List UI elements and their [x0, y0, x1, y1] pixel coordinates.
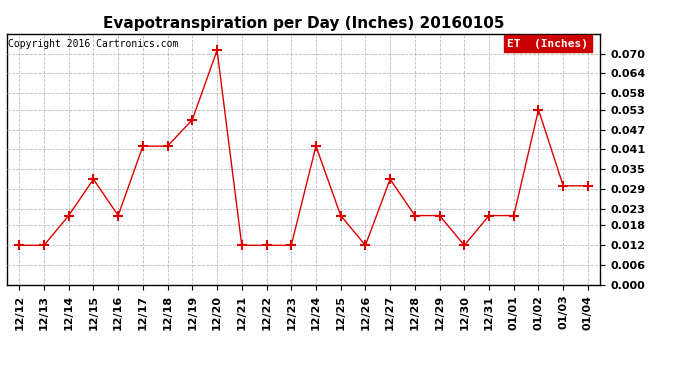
Title: Evapotranspiration per Day (Inches) 20160105: Evapotranspiration per Day (Inches) 2016…: [103, 16, 504, 31]
Text: ET  (Inches): ET (Inches): [507, 39, 589, 49]
Text: Copyright 2016 Cartronics.com: Copyright 2016 Cartronics.com: [8, 39, 179, 50]
